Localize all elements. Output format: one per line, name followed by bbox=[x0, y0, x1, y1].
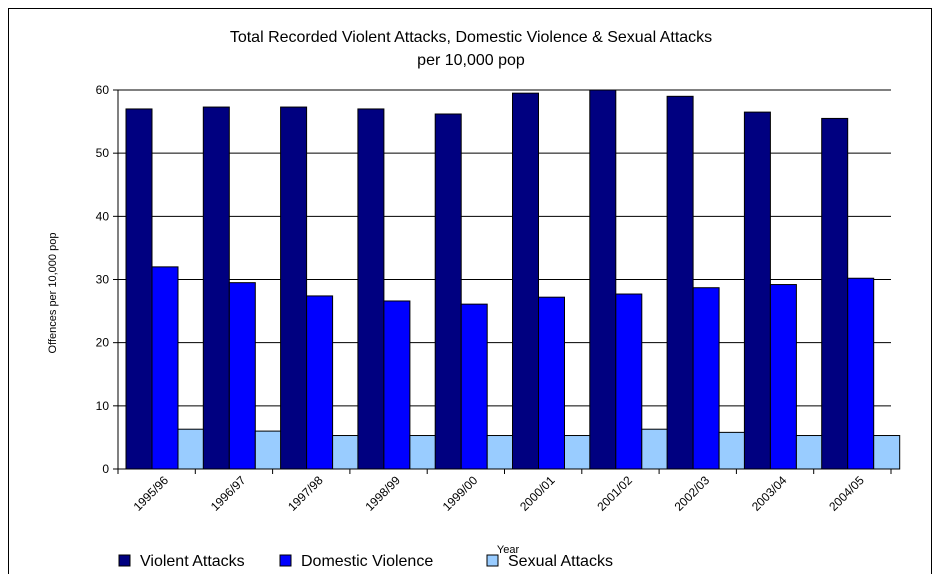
bar-violent-attacks bbox=[821, 117, 849, 470]
chart-frame: Total Recorded Violent Attacks, Domestic… bbox=[8, 8, 932, 574]
x-axis-title: Year bbox=[497, 544, 520, 556]
x-tick-label: 1999/00 bbox=[440, 473, 481, 514]
y-tick-label: 10 bbox=[96, 399, 110, 413]
y-tick-label: 20 bbox=[96, 336, 110, 350]
bar-sexual-attacks bbox=[873, 435, 901, 470]
legend-swatch bbox=[118, 554, 131, 567]
bar-violent-attacks bbox=[202, 106, 230, 470]
bar-domestic-violence bbox=[847, 277, 875, 470]
bar-sexual-attacks bbox=[177, 428, 205, 470]
x-tick-label: 2002/03 bbox=[672, 473, 713, 514]
bar-domestic-violence bbox=[538, 296, 565, 470]
y-tick-label: 60 bbox=[96, 83, 110, 97]
bar-violent-attacks bbox=[512, 92, 539, 470]
bar-violent-attacks bbox=[434, 113, 462, 470]
x-tick-label: 1996/97 bbox=[208, 473, 249, 514]
bar-violent-attacks bbox=[589, 89, 617, 470]
y-tick-label: 40 bbox=[96, 209, 110, 223]
legend-label: Violent Attacks bbox=[140, 553, 245, 570]
bar-violent-attacks bbox=[125, 108, 153, 470]
bar-domestic-violence bbox=[306, 295, 334, 470]
bar-domestic-violence bbox=[460, 303, 488, 470]
bar-sexual-attacks bbox=[641, 428, 669, 470]
bar-sexual-attacks bbox=[486, 435, 514, 470]
legend-swatch bbox=[486, 554, 499, 567]
x-tick-label: 1995/96 bbox=[131, 473, 172, 514]
bar-violent-attacks bbox=[743, 111, 771, 470]
legend-swatch bbox=[279, 554, 292, 567]
y-axis-title: Offences per 10,000 pop bbox=[47, 233, 59, 354]
bar-sexual-attacks bbox=[332, 435, 360, 470]
bar-domestic-violence bbox=[615, 293, 643, 470]
bar-violent-attacks bbox=[666, 95, 694, 470]
x-tick-label: 2004/05 bbox=[826, 473, 867, 514]
y-tick-label: 30 bbox=[96, 273, 110, 287]
bar-domestic-violence bbox=[228, 282, 256, 470]
legend: Violent Attacks Domestic Violence Sexual A… bbox=[118, 553, 613, 570]
chart-subtitle: per 10,000 pop bbox=[417, 52, 525, 69]
bar-sexual-attacks bbox=[564, 435, 591, 470]
bar-sexual-attacks bbox=[795, 435, 823, 470]
bar-domestic-violence bbox=[769, 284, 797, 470]
x-tick-label: 2003/04 bbox=[749, 473, 790, 514]
legend-label: Sexual Attacks bbox=[508, 553, 613, 570]
bar-domestic-violence bbox=[151, 266, 179, 470]
x-tick-label: 1997/98 bbox=[285, 473, 326, 514]
bar-domestic-violence bbox=[692, 287, 720, 470]
x-tick-label: 2000/01 bbox=[517, 473, 558, 514]
y-tick-label: 50 bbox=[96, 146, 110, 160]
x-tick-label: 1998/99 bbox=[362, 473, 403, 514]
bar-sexual-attacks bbox=[409, 435, 437, 470]
chart-title: Total Recorded Violent Attacks, Domestic… bbox=[230, 29, 712, 46]
bar-sexual-attacks bbox=[718, 431, 746, 470]
y-tick-label: 0 bbox=[102, 462, 109, 476]
bars bbox=[125, 89, 901, 470]
bar-violent-attacks bbox=[357, 108, 385, 470]
bar-violent-attacks bbox=[280, 106, 308, 470]
legend-label: Domestic Violence bbox=[301, 553, 433, 570]
x-tick-label: 2001/02 bbox=[594, 473, 635, 514]
bar-sexual-attacks bbox=[254, 430, 282, 470]
bar-domestic-violence bbox=[383, 300, 411, 470]
bar-chart: Total Recorded Violent Attacks, Domestic… bbox=[47, 29, 901, 570]
